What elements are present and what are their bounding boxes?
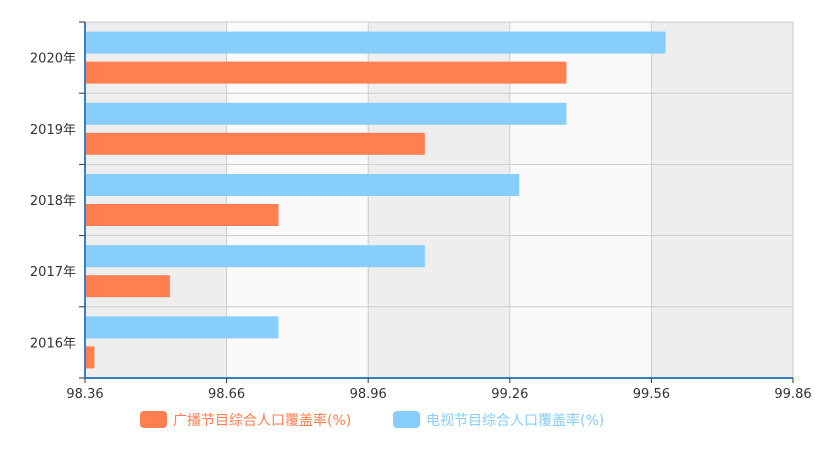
bar-radio-2018年[interactable] bbox=[85, 204, 279, 226]
bar-tv-2020年[interactable] bbox=[85, 31, 666, 54]
y-tick-label: 2017年 bbox=[30, 265, 76, 280]
bar-radio-2020年[interactable] bbox=[85, 61, 567, 84]
x-tick-label: 98.96 bbox=[350, 387, 387, 402]
bar-radio-2017年[interactable] bbox=[85, 275, 170, 298]
legend[interactable]: 广播节目综合人口覆盖率(%) 电视节目综合人口覆盖率(%) bbox=[140, 411, 604, 429]
bar-series bbox=[85, 31, 666, 369]
bar-radio-2019年[interactable] bbox=[85, 132, 425, 155]
y-tick-label: 2019年 bbox=[30, 123, 76, 138]
y-tick-label: 2018年 bbox=[30, 194, 76, 209]
x-tick-label: 99.56 bbox=[633, 387, 670, 402]
x-tick-label: 98.36 bbox=[66, 387, 103, 402]
legend-label-tv[interactable]: 电视节目综合人口覆盖率(%) bbox=[426, 412, 604, 429]
legend-swatch-tv[interactable] bbox=[393, 411, 420, 428]
bar-radio-2016年[interactable] bbox=[85, 346, 95, 369]
x-tick-label: 99.86 bbox=[774, 387, 811, 402]
bar-tv-2018年[interactable] bbox=[85, 174, 520, 196]
axes bbox=[79, 21, 794, 383]
legend-swatch-radio[interactable] bbox=[140, 411, 167, 428]
legend-label-radio[interactable]: 广播节目综合人口覆盖率(%) bbox=[173, 412, 351, 429]
plot-band bbox=[651, 22, 793, 378]
y-tick-label: 2020年 bbox=[30, 52, 76, 67]
bar-tv-2017年[interactable] bbox=[85, 245, 425, 268]
tick-labels: 2016年 2017年 2018年 2019年 2020年 98.36 98.66 98.96… bbox=[30, 52, 812, 402]
x-tick-label: 99.26 bbox=[491, 387, 528, 402]
y-tick-label: 2016年 bbox=[30, 336, 76, 351]
bar-tv-2016年[interactable] bbox=[85, 316, 279, 339]
bar-tv-2019年[interactable] bbox=[85, 102, 567, 125]
x-tick-label: 98.66 bbox=[208, 387, 245, 402]
